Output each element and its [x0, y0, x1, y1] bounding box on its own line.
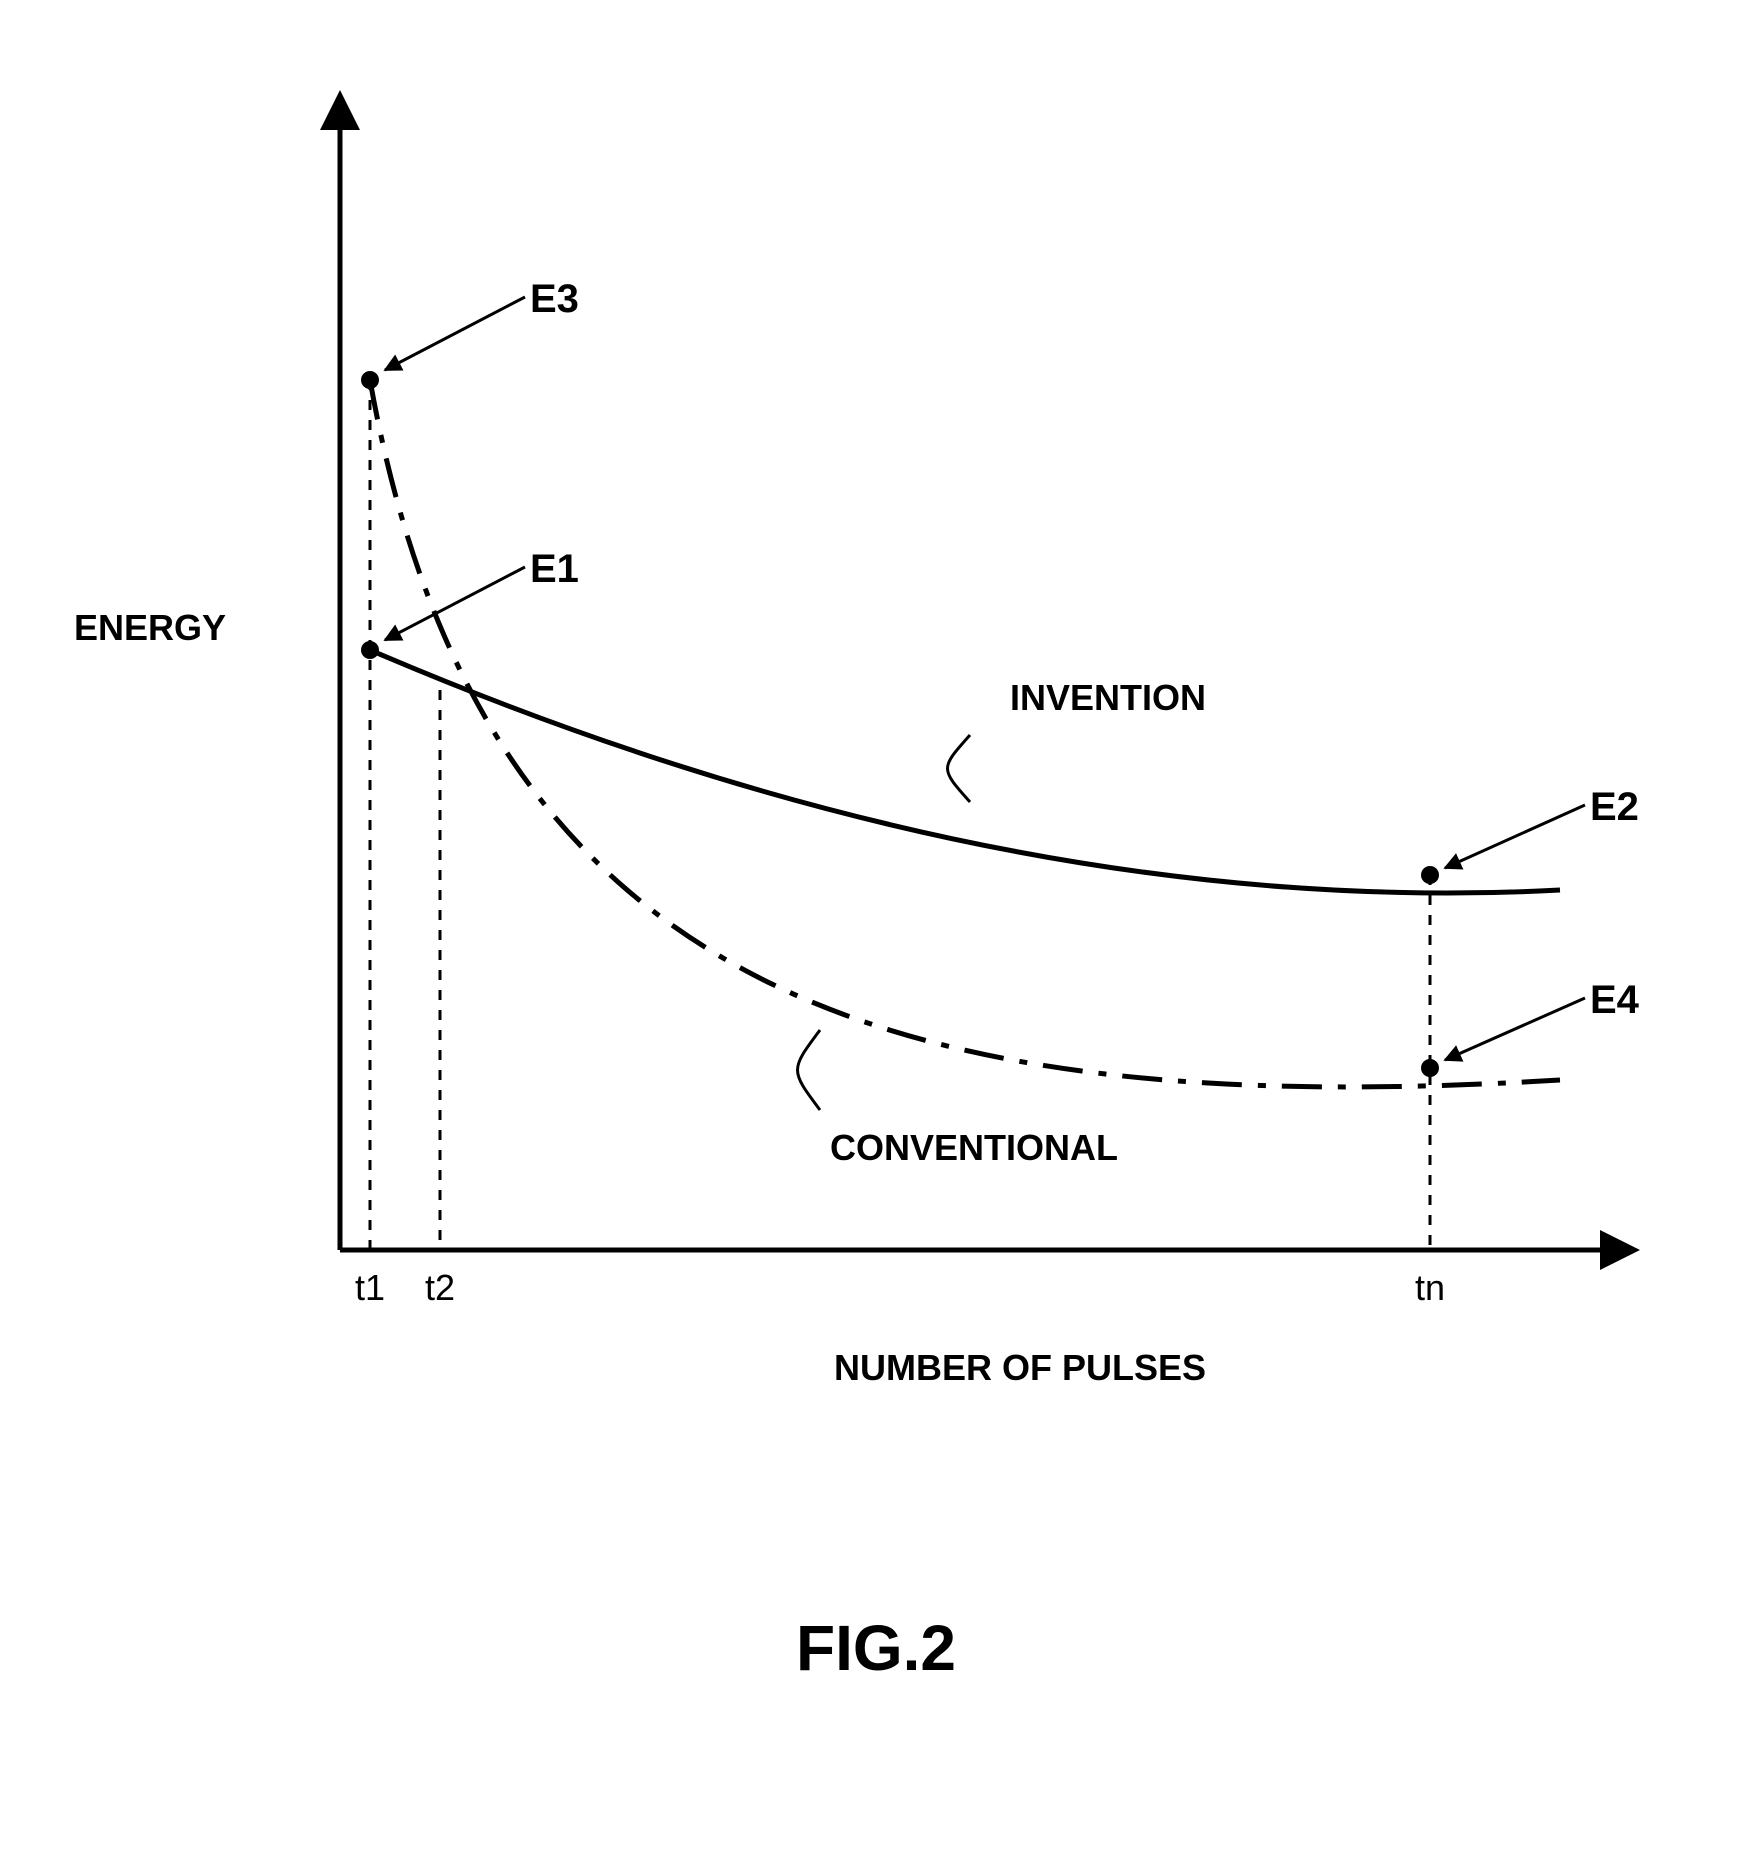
xtick-t2: t2 [425, 1267, 455, 1308]
invention-curve [370, 650, 1560, 893]
conventional-curve [370, 380, 1560, 1087]
label-e2: E2 [1590, 785, 1639, 829]
x-tick-labels: t1 t2 tn [355, 1267, 1445, 1308]
point-e4 [1421, 1059, 1439, 1077]
label-e1: E1 [530, 547, 579, 591]
point-labels: E1 E3 E2 E4 [385, 277, 1640, 1060]
xtick-t1: t1 [355, 1267, 385, 1308]
x-axis-label: NUMBER OF PULSES [834, 1347, 1206, 1388]
droplines [370, 380, 1430, 1250]
invention-label: INVENTION [1010, 677, 1206, 718]
curve-callouts: INVENTION CONVENTIONAL [798, 677, 1207, 1168]
point-e3 [361, 371, 379, 389]
energy-pulses-chart: E1 E3 E2 E4 INVENTION CONVENTIONAL t1 t2 tn NU… [0, 0, 1752, 1866]
y-axis-label: ENERGY [74, 607, 226, 648]
xtick-tn: tn [1415, 1267, 1445, 1308]
data-points [361, 371, 1439, 1077]
figure-label: FIG.2 [796, 1612, 956, 1684]
label-e4: E4 [1590, 978, 1640, 1022]
label-e3: E3 [530, 277, 579, 321]
point-e2 [1421, 866, 1439, 884]
point-e1 [361, 641, 379, 659]
conventional-label: CONVENTIONAL [830, 1127, 1118, 1168]
